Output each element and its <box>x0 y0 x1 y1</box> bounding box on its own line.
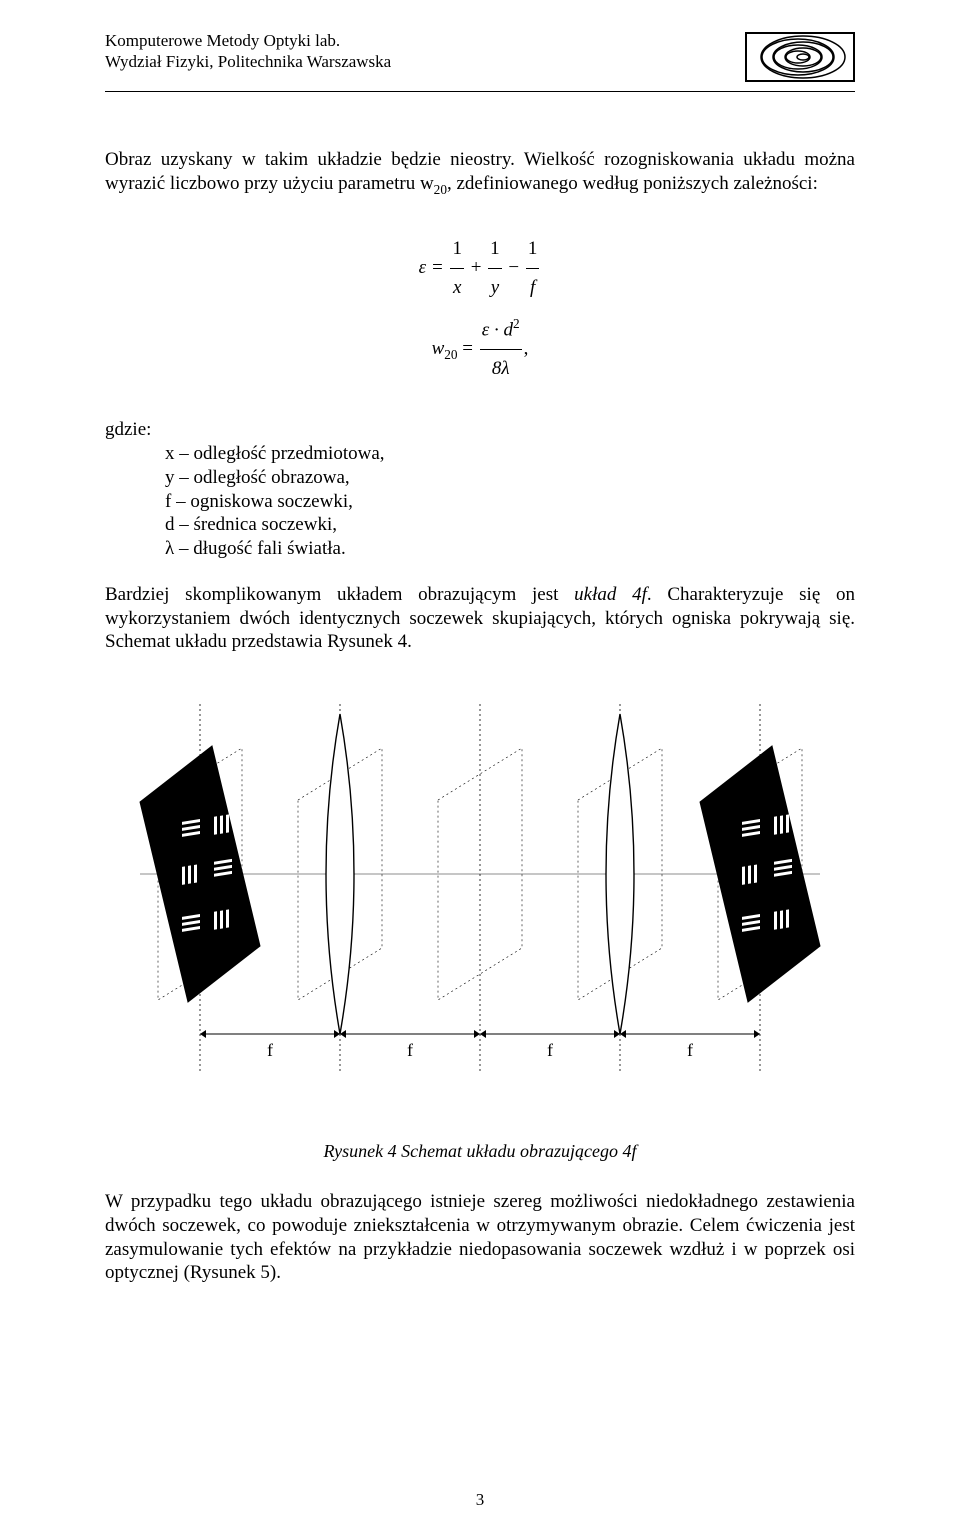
equation-epsilon: ε = 1 x + 1 y − 1 f <box>105 230 855 307</box>
defs-item: f – ogniskowa soczewki, <box>105 490 855 514</box>
eq2-w: w <box>432 338 445 359</box>
eq1-op1: + <box>471 257 482 278</box>
figure-f-label: f <box>267 1040 273 1060</box>
eq1-frac2: 1 y <box>488 230 502 307</box>
para1-sub: 20 <box>434 182 447 197</box>
para2-em: układ 4f <box>574 584 647 605</box>
defs-item: y – odległość obrazowa, <box>105 466 855 490</box>
header-text: Komputerowe Metody Optyki lab. Wydział F… <box>105 30 391 73</box>
equation-block: ε = 1 x + 1 y − 1 f w20 = ε · d2 8λ <box>105 230 855 388</box>
eq2-den: 8λ <box>480 349 522 388</box>
eq2-numsup: 2 <box>513 316 520 331</box>
header-line-1: Komputerowe Metody Optyki lab. <box>105 30 391 51</box>
paragraph-4f: Bardziej skomplikowanym układem obrazują… <box>105 583 855 654</box>
concentric-rings-icon <box>745 32 855 82</box>
eq1-op2: − <box>508 257 519 278</box>
figure-f-label: f <box>547 1040 553 1060</box>
header-line-2: Wydział Fizyki, Politechnika Warszawska <box>105 51 391 72</box>
defs-head: gdzie: <box>105 418 855 442</box>
figure-4f-caption: Rysunek 4 Schemat układu obrazującego 4f <box>105 1141 855 1162</box>
eq1-lhs: ε = <box>419 257 444 278</box>
eq2-sub: 20 <box>444 347 457 362</box>
eq1-frac3: 1 f <box>526 230 540 307</box>
para1-b: , zdefiniowanego według poniższych zależ… <box>447 173 818 194</box>
eq2-num: ε · d <box>482 319 513 340</box>
eq2-frac: ε · d2 8λ <box>480 311 522 388</box>
figure-f-label: f <box>407 1040 413 1060</box>
figure-4f-svg: ffff <box>130 674 830 1114</box>
figure-4f: ffff <box>130 674 830 1119</box>
page-number: 3 <box>0 1490 960 1510</box>
defs-item: λ – długość fali światła. <box>105 537 855 561</box>
figure-f-label: f <box>687 1040 693 1060</box>
page-header: Komputerowe Metody Optyki lab. Wydział F… <box>105 30 855 92</box>
defs-item: d – średnica soczewki, <box>105 513 855 537</box>
paragraph-intro: Obraz uzyskany w takim układzie będzie n… <box>105 148 855 198</box>
eq2-eq: = <box>458 338 478 359</box>
equation-w20: w20 = ε · d2 8λ , <box>105 311 855 388</box>
defs-item: x – odległość przedmiotowa, <box>105 442 855 466</box>
eq2-tail: , <box>524 338 529 359</box>
para2-a: Bardziej skomplikowanym układem obrazują… <box>105 584 574 605</box>
eq1-frac1: 1 x <box>450 230 464 307</box>
definitions-block: gdzie: x – odległość przedmiotowa,y – od… <box>105 418 855 561</box>
header-logo <box>745 30 855 87</box>
paragraph-conclusion: W przypadku tego układu obrazującego ist… <box>105 1190 855 1285</box>
